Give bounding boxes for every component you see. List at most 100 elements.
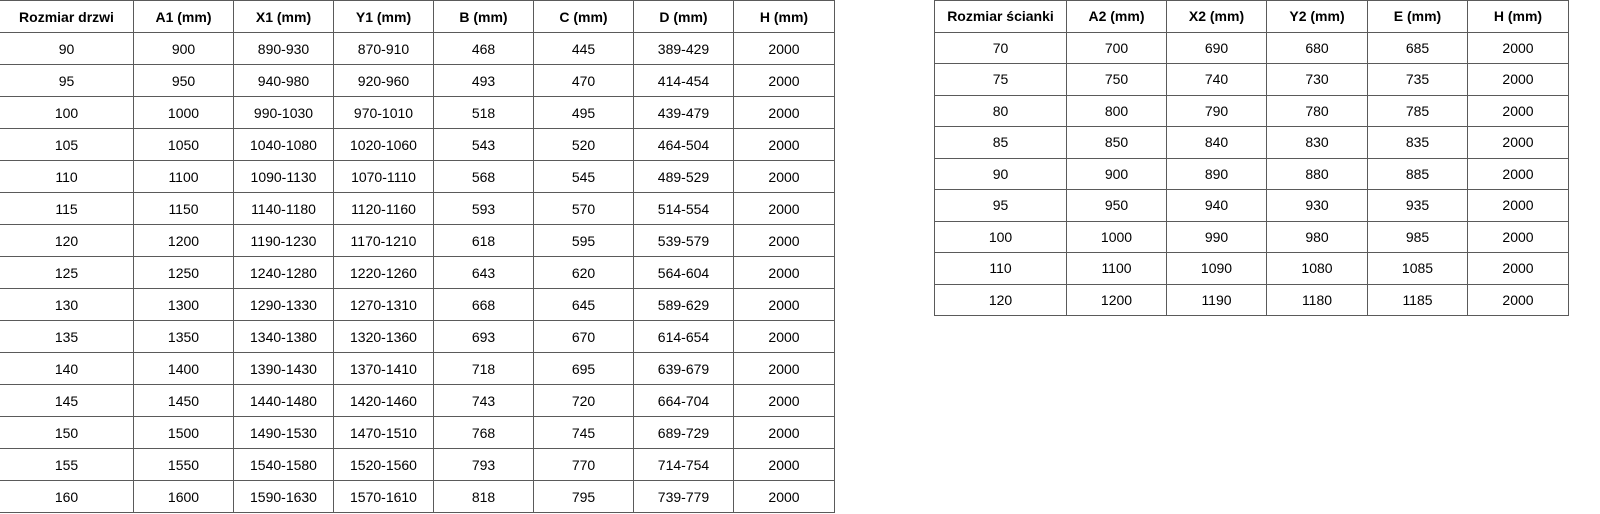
table-cell: 2000 bbox=[733, 416, 835, 449]
table-cell: 680 bbox=[1266, 31, 1368, 64]
table-cell: 693 bbox=[433, 320, 534, 353]
table-cell: 970-1010 bbox=[333, 96, 434, 129]
table-cell: 95 bbox=[0, 64, 134, 97]
table-cell: 2000 bbox=[733, 384, 835, 417]
table-cell: 730 bbox=[1266, 63, 1368, 96]
table-cell: 1400 bbox=[133, 352, 234, 385]
table-cell: 780 bbox=[1266, 94, 1368, 127]
table-cell: 518 bbox=[433, 96, 534, 129]
table-row: 70 700 690 680 685 2000 bbox=[934, 31, 1569, 64]
table-cell: 1070-1110 bbox=[333, 160, 434, 193]
table-cell: 150 bbox=[0, 416, 134, 449]
table-cell: 539-579 bbox=[633, 224, 734, 257]
table-cell: 140 bbox=[0, 352, 134, 385]
table-cell: 689-729 bbox=[633, 416, 734, 449]
table-cell: 414-454 bbox=[633, 64, 734, 97]
table-cell: 1540-1580 bbox=[233, 448, 334, 481]
table-cell: 545 bbox=[533, 160, 634, 193]
table-cell: 940 bbox=[1166, 189, 1267, 222]
table-cell: 1300 bbox=[133, 288, 234, 321]
table-cell: 1190 bbox=[1166, 283, 1267, 316]
table-cell: 793 bbox=[433, 448, 534, 481]
column-header: D (mm) bbox=[633, 0, 734, 33]
table-cell: 2000 bbox=[733, 128, 835, 161]
table-cell: 145 bbox=[0, 384, 134, 417]
table-row: 90 900 890 880 885 2000 bbox=[934, 157, 1569, 190]
table-cell: 743 bbox=[433, 384, 534, 417]
table-cell: 745 bbox=[533, 416, 634, 449]
column-header: H (mm) bbox=[1467, 0, 1569, 33]
table-cell: 685 bbox=[1367, 31, 1468, 64]
table-cell: 493 bbox=[433, 64, 534, 97]
table-cell: 2000 bbox=[1467, 157, 1569, 190]
table-cell: 1050 bbox=[133, 128, 234, 161]
table-cell: 2000 bbox=[733, 480, 835, 513]
table-cell: 100 bbox=[934, 220, 1067, 253]
table-cell: 135 bbox=[0, 320, 134, 353]
table-row: 150 1500 1490-1530 1470-1510 768 745 689-729 20… bbox=[0, 416, 835, 449]
table-cell: 125 bbox=[0, 256, 134, 289]
table-cell: 1320-1360 bbox=[333, 320, 434, 353]
table-cell: 1020-1060 bbox=[333, 128, 434, 161]
table-cell: 850 bbox=[1066, 126, 1167, 159]
table-cell: 830 bbox=[1266, 126, 1368, 159]
table-cell: 1470-1510 bbox=[333, 416, 434, 449]
table-cell: 785 bbox=[1367, 94, 1468, 127]
table-cell: 1420-1460 bbox=[333, 384, 434, 417]
column-header: A1 (mm) bbox=[133, 0, 234, 33]
table-cell: 695 bbox=[533, 352, 634, 385]
table-cell: 900 bbox=[1066, 157, 1167, 190]
table-cell: 950 bbox=[133, 64, 234, 97]
table-cell: 1520-1560 bbox=[333, 448, 434, 481]
table-cell: 1550 bbox=[133, 448, 234, 481]
table-cell: 568 bbox=[433, 160, 534, 193]
table-row: 120 1200 1190 1180 1185 2000 bbox=[934, 283, 1569, 316]
table-cell: 564-604 bbox=[633, 256, 734, 289]
column-header: B (mm) bbox=[433, 0, 534, 33]
table-cell: 1250 bbox=[133, 256, 234, 289]
table-cell: 818 bbox=[433, 480, 534, 513]
table-cell: 885 bbox=[1367, 157, 1468, 190]
table-cell: 595 bbox=[533, 224, 634, 257]
table-cell: 990-1030 bbox=[233, 96, 334, 129]
table-cell: 890 bbox=[1166, 157, 1267, 190]
table-cell: 1190-1230 bbox=[233, 224, 334, 257]
table-row: 75 750 740 730 735 2000 bbox=[934, 63, 1569, 96]
table-cell: 614-654 bbox=[633, 320, 734, 353]
table-cell: 2000 bbox=[733, 256, 835, 289]
table-cell: 1240-1280 bbox=[233, 256, 334, 289]
table-cell: 120 bbox=[934, 283, 1067, 316]
table-cell: 543 bbox=[433, 128, 534, 161]
table-cell: 2000 bbox=[733, 64, 835, 97]
table-cell: 840 bbox=[1166, 126, 1267, 159]
table-cell: 2000 bbox=[733, 96, 835, 129]
table-row: 160 1600 1590-1630 1570-1610 818 795 739-779 20… bbox=[0, 480, 835, 513]
table-cell: 80 bbox=[934, 94, 1067, 127]
table-cell: 439-479 bbox=[633, 96, 734, 129]
table-cell: 1000 bbox=[133, 96, 234, 129]
table-cell: 389-429 bbox=[633, 32, 734, 65]
table-cell: 1090 bbox=[1166, 252, 1267, 285]
table-cell: 514-554 bbox=[633, 192, 734, 225]
table-cell: 155 bbox=[0, 448, 134, 481]
table-cell: 750 bbox=[1066, 63, 1167, 96]
table-cell: 90 bbox=[0, 32, 134, 65]
table-cell: 950 bbox=[1066, 189, 1167, 222]
table-cell: 900 bbox=[133, 32, 234, 65]
table-cell: 2000 bbox=[1467, 94, 1569, 127]
table-row: 155 1550 1540-1580 1520-1560 793 770 714-754 20… bbox=[0, 448, 835, 481]
table-cell: 735 bbox=[1367, 63, 1468, 96]
table-cell: 2000 bbox=[1467, 283, 1569, 316]
table-cell: 115 bbox=[0, 192, 134, 225]
table-cell: 1180 bbox=[1266, 283, 1368, 316]
table-cell: 643 bbox=[433, 256, 534, 289]
table-cell: 593 bbox=[433, 192, 534, 225]
header-row: Rozmiar ścianki A2 (mm) X2 (mm) Y2 (mm) E (m… bbox=[934, 0, 1569, 33]
table-cell: 714-754 bbox=[633, 448, 734, 481]
column-header: E (mm) bbox=[1367, 0, 1468, 33]
table-cell: 940-980 bbox=[233, 64, 334, 97]
table-cell: 1450 bbox=[133, 384, 234, 417]
table-cell: 1000 bbox=[1066, 220, 1167, 253]
table-cell: 1370-1410 bbox=[333, 352, 434, 385]
table-cell: 2000 bbox=[733, 192, 835, 225]
